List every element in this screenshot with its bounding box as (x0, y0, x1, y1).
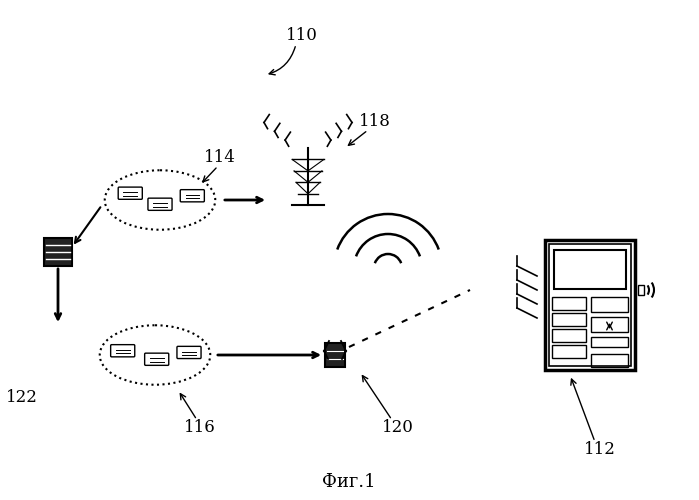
Bar (591, 317, 628, 332)
Bar (44, 238, 72, 266)
Text: 118: 118 (359, 114, 391, 130)
Text: 116: 116 (184, 420, 216, 436)
Text: 122: 122 (6, 390, 38, 406)
Bar (554, 250, 626, 289)
Bar (545, 240, 635, 370)
Bar (638, 285, 644, 295)
Text: 114: 114 (204, 150, 236, 166)
Text: 112: 112 (584, 442, 616, 458)
Text: Фиг.1: Фиг.1 (322, 473, 376, 491)
Bar (549, 244, 631, 366)
Bar (591, 297, 628, 312)
Bar (552, 297, 586, 310)
Bar (552, 329, 586, 342)
Bar (552, 345, 586, 358)
Bar (591, 354, 628, 367)
Bar (591, 337, 628, 347)
FancyBboxPatch shape (118, 187, 143, 200)
Text: 110: 110 (286, 26, 318, 44)
FancyBboxPatch shape (180, 190, 204, 202)
Bar (552, 313, 586, 326)
FancyBboxPatch shape (148, 198, 172, 210)
FancyBboxPatch shape (145, 353, 168, 366)
Text: 120: 120 (382, 420, 414, 436)
Bar (325, 343, 345, 367)
FancyBboxPatch shape (110, 344, 135, 357)
FancyBboxPatch shape (177, 346, 201, 358)
